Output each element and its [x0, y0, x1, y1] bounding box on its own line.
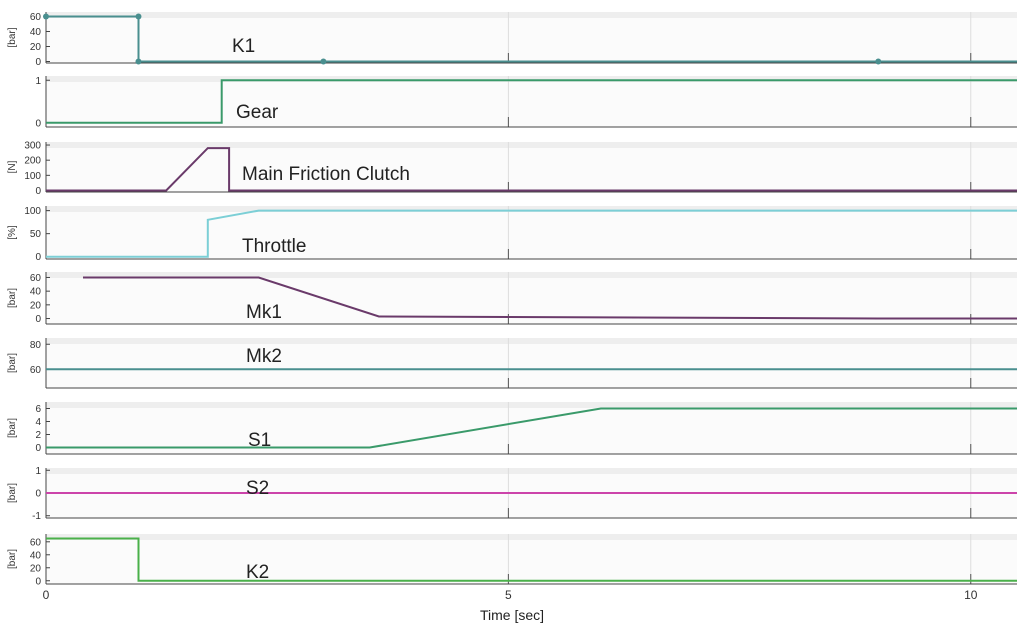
- panel-k1: 0 20 40 60 [bar] K1: [7, 12, 1017, 68]
- panel-background: [46, 534, 1017, 584]
- x-tick-label: 0: [43, 588, 50, 602]
- panel-s2: -1 0 1 [bar] S2: [7, 466, 1017, 522]
- y-tick-label: 40: [30, 550, 42, 561]
- y-unit-label: [bar]: [7, 418, 18, 438]
- series-line: [46, 209, 1017, 258]
- series-label: Mk1: [246, 302, 282, 323]
- y-unit-label: [%]: [7, 225, 18, 240]
- data-point: [135, 13, 142, 20]
- panel-top-band: [46, 338, 1017, 344]
- series-label: Main Friction Clutch: [242, 164, 410, 185]
- series-label: S1: [248, 430, 271, 451]
- panel-top-band: [46, 12, 1017, 18]
- y-tick-label: 1: [35, 76, 41, 87]
- panel-background: [46, 142, 1017, 192]
- y-unit-label: [bar]: [7, 288, 18, 308]
- series-line: [46, 407, 1017, 449]
- series-label: Gear: [236, 102, 279, 123]
- data-point: [135, 58, 142, 65]
- y-tick-label: 40: [30, 287, 42, 298]
- y-unit-label: [bar]: [7, 483, 18, 503]
- panel-top-band: [46, 76, 1017, 82]
- y-tick-label: 20: [30, 42, 42, 53]
- series-label: Throttle: [242, 236, 306, 257]
- panel-mk1: 0 20 40 60 [bar] Mk1: [7, 272, 1017, 325]
- y-tick-label: 4: [35, 417, 41, 428]
- data-point: [43, 13, 49, 20]
- y-tick-label: 20: [30, 300, 42, 311]
- y-tick-label: 80: [30, 340, 42, 351]
- y-tick-label: 50: [30, 229, 42, 240]
- y-tick-label: 6: [35, 404, 41, 415]
- series-label: K1: [232, 36, 255, 57]
- panel-top-band: [46, 142, 1017, 148]
- y-tick-label: 0: [35, 57, 41, 68]
- panel-s1: 0 2 4 6 [bar] S1: [7, 402, 1017, 455]
- panel-background: [46, 12, 1017, 63]
- y-tick-label: 2: [35, 430, 41, 441]
- panel-top-band: [46, 402, 1017, 408]
- panel-main-friction-clutch: 0 100 200 300 [N] Main Friction Clutch: [7, 141, 1017, 197]
- panel-top-band: [46, 206, 1017, 212]
- data-point: [320, 58, 327, 65]
- series-line: [46, 15, 1017, 63]
- y-tick-label: 200: [24, 156, 41, 167]
- series-line: [46, 79, 1017, 124]
- series-line: [46, 147, 1017, 192]
- panel-background: [46, 402, 1017, 454]
- y-tick-label: 1: [35, 466, 41, 477]
- y-tick-label: 100: [24, 171, 41, 182]
- panel-background: [46, 338, 1017, 388]
- x-tick-label: 5: [505, 588, 512, 602]
- series-line: [83, 276, 1017, 320]
- y-tick-label: 20: [30, 563, 42, 574]
- panel-top-band: [46, 272, 1017, 278]
- y-tick-label: 0: [35, 443, 41, 454]
- panel-k2: 0 20 40 60 [bar] K2: [7, 534, 1017, 587]
- panel-mk2: 60 80 [bar] Mk2: [7, 338, 1017, 389]
- panel-top-band: [46, 534, 1017, 540]
- panel-background: [46, 272, 1017, 324]
- y-unit-label: [bar]: [7, 353, 18, 373]
- panel-background: [46, 76, 1017, 127]
- x-axis-label: Time [sec]: [480, 607, 544, 623]
- y-unit-label: [bar]: [7, 549, 18, 569]
- y-unit-label: [N]: [7, 160, 18, 173]
- data-point: [875, 58, 882, 65]
- panel-throttle: 0 50 100 [%] Throttle: [7, 206, 1017, 263]
- panel-top-band: [46, 468, 1017, 474]
- y-tick-label: 0: [35, 252, 41, 263]
- y-tick-label: 0: [35, 576, 41, 587]
- y-tick-label: 0: [35, 186, 41, 197]
- y-tick-label: -1: [32, 511, 41, 522]
- y-tick-label: 60: [30, 273, 42, 284]
- series-label: K2: [246, 562, 269, 583]
- y-unit-label: [bar]: [7, 27, 18, 47]
- series-line: [46, 537, 1017, 582]
- y-tick-label: 60: [30, 12, 42, 23]
- y-tick-label: 300: [24, 141, 41, 152]
- panel-gear: 0 1 Gear: [35, 76, 1017, 129]
- y-tick-label: 100: [24, 206, 41, 217]
- y-tick-label: 0: [35, 118, 41, 129]
- y-tick-label: 40: [30, 27, 42, 38]
- y-tick-label: 0: [35, 489, 41, 500]
- y-tick-label: 60: [30, 537, 42, 548]
- series-label: Mk2: [246, 346, 282, 367]
- panel-background: [46, 206, 1017, 259]
- y-tick-label: 60: [30, 365, 42, 376]
- series-label: S2: [246, 478, 269, 499]
- x-tick-label: 10: [964, 588, 978, 602]
- y-tick-label: 0: [35, 314, 41, 325]
- x-axis: Time [sec] 0 5 10: [43, 588, 978, 623]
